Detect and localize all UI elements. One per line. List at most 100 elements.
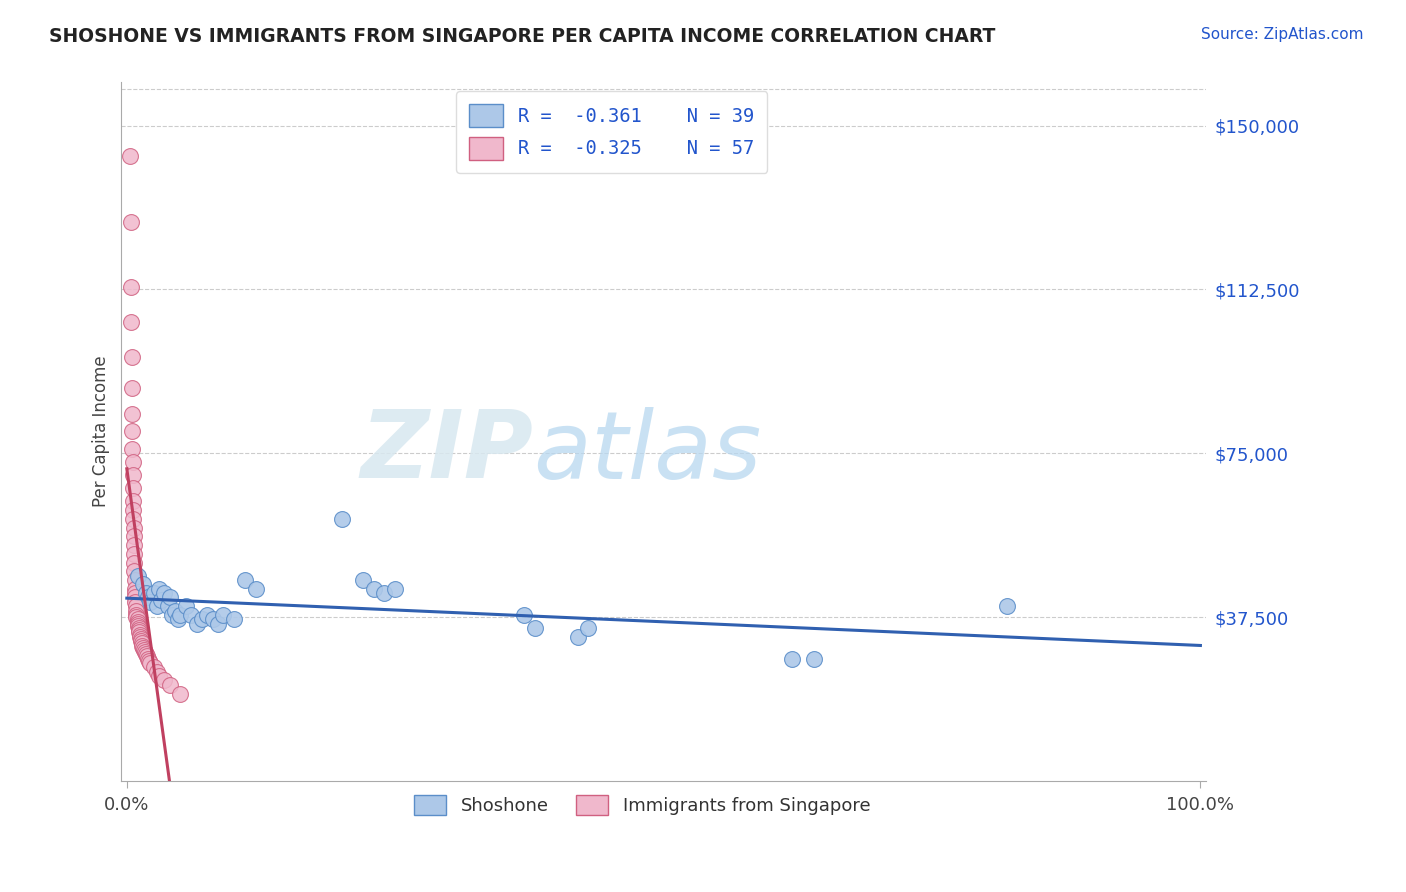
Point <box>150 592 173 607</box>
Point <box>122 481 145 495</box>
Point <box>121 442 143 456</box>
Point <box>212 607 235 622</box>
Point <box>124 538 146 552</box>
Point <box>169 607 191 622</box>
Point <box>567 630 589 644</box>
Point <box>125 610 148 624</box>
Point <box>128 627 150 641</box>
Point <box>120 215 142 229</box>
Point <box>352 573 374 587</box>
Point <box>124 586 146 600</box>
Point <box>160 607 183 622</box>
Point <box>578 621 600 635</box>
Point <box>148 669 170 683</box>
Point <box>142 660 165 674</box>
Point <box>146 665 169 679</box>
Point <box>131 636 153 650</box>
Point <box>139 595 162 609</box>
Point <box>180 607 202 622</box>
Point <box>803 651 825 665</box>
Point <box>159 678 181 692</box>
Point <box>153 586 176 600</box>
Point <box>127 568 149 582</box>
Point <box>201 612 224 626</box>
Point <box>165 604 187 618</box>
Point <box>124 556 146 570</box>
Point <box>330 512 353 526</box>
Point <box>159 591 181 605</box>
Point <box>523 621 546 635</box>
Point <box>146 599 169 614</box>
Point <box>136 651 159 665</box>
Point <box>121 350 143 364</box>
Point <box>132 643 155 657</box>
Point <box>782 651 804 665</box>
Point <box>513 607 536 622</box>
Point <box>233 573 256 587</box>
Point <box>127 619 149 633</box>
Point <box>124 547 146 561</box>
Point <box>124 529 146 543</box>
Point <box>124 591 146 605</box>
Point <box>153 673 176 688</box>
Point <box>156 599 179 614</box>
Point <box>373 586 395 600</box>
Legend: Shoshone, Immigrants from Singapore: Shoshone, Immigrants from Singapore <box>405 786 879 824</box>
Point <box>132 640 155 655</box>
Point <box>136 649 159 664</box>
Point <box>384 582 406 596</box>
Point <box>174 599 197 614</box>
Point <box>142 586 165 600</box>
Point <box>128 621 150 635</box>
Point <box>124 564 146 578</box>
Point <box>120 280 142 294</box>
Point <box>127 616 149 631</box>
Point <box>135 648 157 662</box>
Point <box>128 624 150 638</box>
Text: SHOSHONE VS IMMIGRANTS FROM SINGAPORE PER CAPITA INCOME CORRELATION CHART: SHOSHONE VS IMMIGRANTS FROM SINGAPORE PE… <box>49 27 995 45</box>
Point <box>122 503 145 517</box>
Point <box>128 630 150 644</box>
Text: atlas: atlas <box>533 407 762 498</box>
Text: ZIP: ZIP <box>360 407 533 499</box>
Point <box>169 687 191 701</box>
Point <box>124 595 146 609</box>
Point <box>207 616 229 631</box>
Point <box>138 654 160 668</box>
Point <box>121 407 143 421</box>
Point <box>129 634 152 648</box>
Point <box>129 632 152 646</box>
Point <box>136 591 159 605</box>
Point <box>191 612 214 626</box>
Point <box>186 616 208 631</box>
Point <box>122 455 145 469</box>
Point <box>124 520 146 534</box>
Point <box>125 604 148 618</box>
Point <box>995 599 1018 614</box>
Point <box>118 149 141 163</box>
Point <box>127 615 149 629</box>
Point <box>121 425 143 439</box>
Point <box>131 639 153 653</box>
Point <box>124 582 146 596</box>
Point <box>132 577 155 591</box>
Point <box>124 573 146 587</box>
Point <box>127 612 149 626</box>
Point <box>125 607 148 622</box>
Point <box>224 612 246 626</box>
Point <box>121 381 143 395</box>
Point <box>122 468 145 483</box>
Point <box>120 315 142 329</box>
Point <box>363 582 385 596</box>
Point <box>134 645 156 659</box>
Point <box>139 656 162 670</box>
Point <box>148 582 170 596</box>
Point <box>195 607 218 622</box>
Point <box>167 612 190 626</box>
Text: Source: ZipAtlas.com: Source: ZipAtlas.com <box>1201 27 1364 42</box>
Point <box>135 586 157 600</box>
Point <box>125 599 148 614</box>
Point <box>122 494 145 508</box>
Y-axis label: Per Capita Income: Per Capita Income <box>93 356 110 508</box>
Point <box>128 625 150 640</box>
